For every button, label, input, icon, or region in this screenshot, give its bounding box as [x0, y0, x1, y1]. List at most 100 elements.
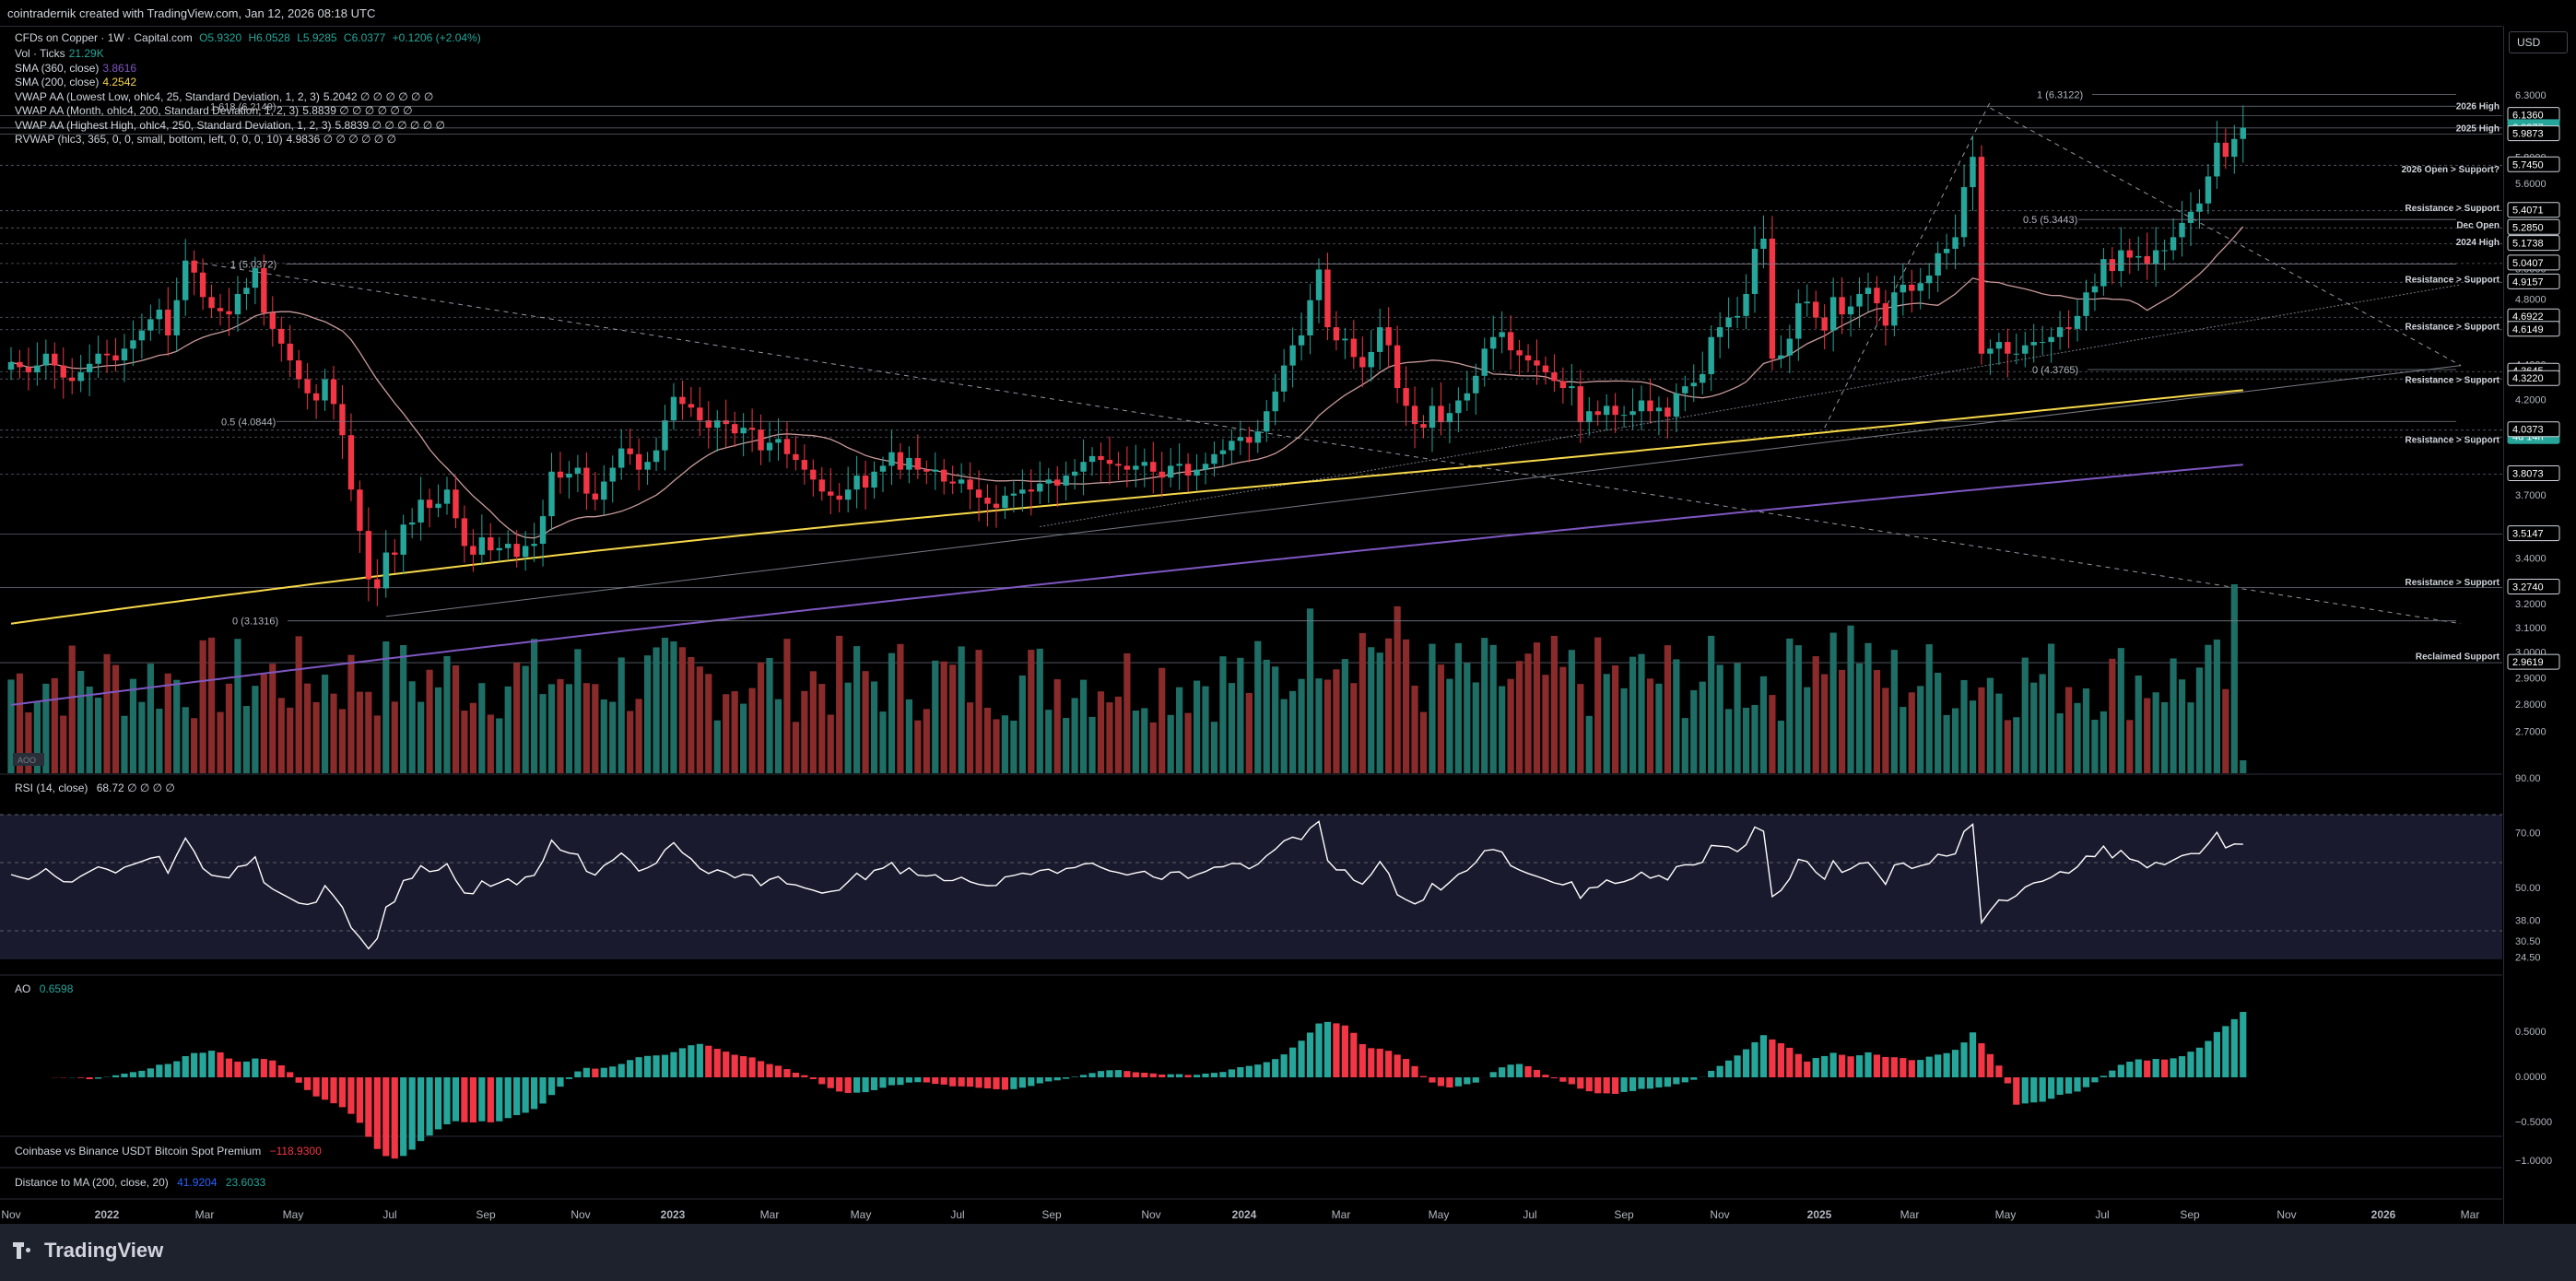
- candle: [1760, 215, 1767, 269]
- candle: [1115, 452, 1122, 480]
- ao-bar: [382, 1077, 390, 1157]
- ao-bar: [1053, 1077, 1061, 1081]
- ao-bar: [1681, 1077, 1688, 1083]
- candle: [1926, 263, 1933, 300]
- ao-bar: [1411, 1065, 1418, 1077]
- ao-bar: [1612, 1077, 1619, 1094]
- premium-legend[interactable]: Coinbase vs Binance USDT Bitcoin Spot Pr…: [15, 1145, 322, 1158]
- volume-bar: [1908, 692, 1915, 773]
- legend-symbol-row[interactable]: CFDs on Copper · 1W · Capital.com O5.932…: [15, 31, 481, 44]
- legend-indicator-row[interactable]: VWAP AA (Month, ohlc4, 200, Standard Dev…: [15, 104, 413, 117]
- volume-bar: [1036, 648, 1043, 773]
- distance-legend[interactable]: Distance to MA (200, close, 20) 41.9204 …: [15, 1176, 265, 1189]
- volume-bar: [95, 697, 102, 773]
- candle: [775, 417, 782, 461]
- candle: [1499, 311, 1505, 354]
- ao-bar: [2039, 1077, 2046, 1102]
- candle: [618, 429, 625, 480]
- volume-bar: [434, 687, 442, 773]
- volume-bar: [557, 678, 564, 773]
- volume-bar: [844, 682, 852, 773]
- ao-bar: [897, 1077, 904, 1086]
- ao-bar: [2048, 1077, 2055, 1099]
- volume-bar: [461, 711, 468, 773]
- price-tick: 3.2000: [2515, 599, 2547, 610]
- volume-bar: [51, 677, 58, 773]
- ao-bar: [1141, 1073, 1148, 1077]
- rsi-legend[interactable]: RSI (14, close) 68.72 ∅ ∅ ∅ ∅: [15, 782, 175, 794]
- ao-bar: [1917, 1060, 1924, 1077]
- volume-bar: [783, 639, 791, 773]
- ao-bar: [173, 1061, 181, 1077]
- tradingview-wordmark: TradingView: [44, 1239, 164, 1262]
- volume-bar: [1646, 678, 1654, 773]
- volume-bar: [967, 702, 974, 773]
- ao-bar: [418, 1077, 425, 1142]
- candle: [165, 287, 171, 357]
- candle: [2030, 323, 2037, 363]
- level-note: Resistance > Support: [2405, 275, 2500, 285]
- volume-bar: [609, 701, 617, 773]
- legend-indicator-row[interactable]: RVWAP (hlc3, 365, 0, 0, small, bottom, l…: [15, 133, 396, 146]
- volume-bar: [347, 654, 355, 773]
- volume-bar: [713, 720, 721, 773]
- candle: [1516, 339, 1523, 376]
- legend-indicator-row[interactable]: SMA (200, close) 4.2542: [15, 76, 136, 88]
- candle: [261, 254, 267, 326]
- candle: [1002, 486, 1008, 520]
- volume-bars: [7, 584, 2247, 773]
- candle: [2056, 311, 2064, 350]
- candle: [818, 466, 825, 501]
- ao-bar: [1550, 1077, 1559, 1079]
- ao-bar: [1742, 1049, 1750, 1077]
- ao-bar: [217, 1052, 224, 1077]
- legend-indicator-row[interactable]: SMA (360, close) 3.8616: [15, 62, 136, 75]
- volume-bar: [1585, 715, 1593, 773]
- candle: [1839, 276, 1845, 335]
- volume-bar: [382, 641, 390, 773]
- volume-bar: [1419, 711, 1428, 773]
- volume-bar: [1804, 687, 1811, 773]
- volume-bar: [1655, 683, 1663, 773]
- candle: [1734, 297, 1741, 329]
- legend-indicator-row[interactable]: VWAP AA (Highest High, ohlc4, 250, Stand…: [15, 119, 445, 132]
- legend-indicator-row[interactable]: Vol · Ticks 21.29K: [15, 47, 104, 60]
- log-badge: AOO: [18, 756, 36, 765]
- volume-bar: [2144, 698, 2151, 773]
- price-label: 3.2740: [2507, 578, 2560, 594]
- candle: [1769, 216, 1776, 371]
- chart-area[interactable]: 2026 High 2025 High 2026 Open > Support? Re…: [0, 26, 2502, 1225]
- tradingview-logo[interactable]: TradingView: [13, 1239, 163, 1263]
- volume-bar: [2230, 584, 2238, 773]
- volume-bar: [1986, 677, 1994, 773]
- volume-bar: [173, 679, 181, 773]
- volume-bar: [1403, 639, 1410, 773]
- ao-bar: [513, 1077, 521, 1116]
- chart-svg[interactable]: 2026 High 2025 High 2026 Open > Support? Re…: [0, 27, 2502, 1225]
- ao-bar: [1855, 1055, 1864, 1077]
- horizontal-levels: 2026 High 2025 High 2026 Open > Support? Re…: [0, 102, 2502, 664]
- price-axis[interactable]: 6.30006.00005.80005.60005.40005.20005.00…: [2503, 26, 2576, 1224]
- volume-bar: [2152, 692, 2159, 773]
- ao-legend[interactable]: AO 0.6598: [15, 982, 73, 995]
- ao-bar: [1088, 1073, 1096, 1077]
- ao-bar: [496, 1077, 503, 1122]
- volume-bar: [129, 678, 137, 773]
- volume-bar: [1464, 663, 1471, 773]
- ao-bar: [2117, 1064, 2124, 1077]
- candle: [103, 339, 111, 373]
- candle: [1507, 315, 1514, 370]
- candle: [1569, 364, 1575, 406]
- candle: [1411, 386, 1418, 449]
- candle: [2109, 247, 2116, 285]
- ao-bar: [1298, 1040, 1305, 1077]
- candle: [1778, 335, 1784, 369]
- candle: [1847, 295, 1854, 337]
- candle: [2091, 273, 2099, 311]
- ao-bar: [1725, 1060, 1733, 1077]
- legend-indicator-row[interactable]: VWAP AA (Lowest Low, ohlc4, 25, Standard…: [15, 90, 433, 103]
- currency-selector[interactable]: USD: [2509, 31, 2568, 53]
- candle: [513, 530, 520, 568]
- ao-bar: [1777, 1043, 1784, 1077]
- rsi-tick: 38.00: [2515, 916, 2541, 927]
